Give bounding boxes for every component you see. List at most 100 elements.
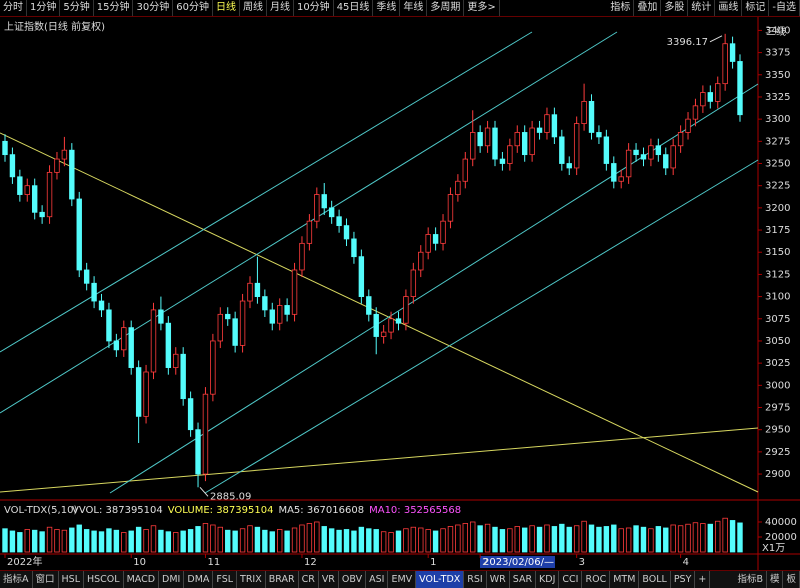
indicator-tab[interactable]: VOL-TDX (416, 571, 465, 588)
indicator-tab[interactable]: 指标A (0, 571, 33, 588)
indicator-tabs: 指标A 窗口 HSL HSCOL MACD DMI DMA FSL TRIX BRAR CR VR OB… (0, 570, 800, 588)
candle-body (455, 180, 461, 195)
candle-body (559, 136, 565, 164)
indicator-tab[interactable]: TRIX (237, 571, 266, 588)
candle-body (269, 309, 275, 324)
period-button[interactable]: 日线 (213, 0, 240, 16)
indicator-tab[interactable]: SAR (510, 571, 537, 588)
period-button[interactable]: 1分钟 (27, 0, 61, 16)
period-button[interactable]: 15分钟 (94, 0, 134, 16)
candle-body (239, 300, 246, 346)
indicator-tab[interactable]: DMA (184, 571, 214, 588)
volume-bar (440, 528, 446, 553)
candle-body (388, 318, 394, 333)
period-button[interactable]: 10分钟 (294, 0, 334, 16)
candle-body (477, 132, 483, 147)
period-button[interactable]: 季线 (373, 0, 401, 16)
indicator-tab[interactable]: EMV (388, 571, 417, 588)
volume-bar (418, 527, 424, 553)
candle-body (633, 149, 639, 156)
indicator-tab[interactable]: ROC (582, 571, 611, 588)
volume-unit: X1万 (762, 543, 785, 554)
candle-body (121, 327, 127, 351)
candle-body (507, 145, 513, 164)
volume-bar (239, 528, 246, 553)
period-button[interactable]: 月线 (267, 0, 294, 16)
indicator-tab[interactable]: + (695, 571, 711, 588)
tool-button[interactable]: 统计 (688, 0, 716, 16)
y-tick-label: 3150 (765, 247, 790, 258)
volume-bar (470, 521, 476, 553)
indicator-tab[interactable]: 窗口 (33, 571, 59, 588)
indicator-tab[interactable]: ASI (366, 571, 389, 588)
candle-body (521, 132, 528, 156)
tool-button[interactable]: -自选 (769, 0, 800, 16)
volume-bar (276, 529, 283, 553)
trendline (204, 159, 759, 494)
indicator-tab[interactable]: MACD (124, 571, 160, 588)
tool-button[interactable]: 画线 (715, 0, 743, 16)
candle-body (425, 234, 431, 253)
candle-body (655, 145, 662, 156)
indicator-tab[interactable]: BRAR (266, 571, 299, 588)
indicator-tab[interactable]: CR (299, 571, 319, 588)
indicator-tab[interactable]: RSI (464, 571, 487, 588)
volume-bar (581, 520, 587, 553)
volume-bar (262, 529, 268, 553)
period-button[interactable]: 45日线 (334, 0, 374, 16)
indicator-tab[interactable]: DMI (159, 571, 185, 588)
volume-bar (306, 523, 313, 553)
tool-button[interactable]: 叠加 (634, 0, 662, 16)
candle-body (24, 185, 30, 195)
tool-button[interactable]: 标记 (742, 0, 770, 16)
volume-bar (529, 525, 535, 553)
indicator-tab[interactable]: HSCOL (84, 571, 124, 588)
period-button[interactable]: 60分钟 (173, 0, 213, 16)
candle-body (536, 127, 543, 133)
side-label[interactable]: 三线 (766, 25, 786, 38)
y-tick-label: 20000 (765, 532, 797, 543)
indicator-tab[interactable]: MTM (610, 571, 640, 588)
indicator-tab[interactable]: OBV (339, 571, 367, 588)
indicator-tab[interactable]: CCI (559, 571, 583, 588)
y-tick-label: 3300 (765, 114, 790, 125)
candle-body (232, 318, 238, 346)
candle-body (514, 132, 520, 147)
volume-bar (291, 527, 298, 553)
volume-bar (202, 523, 209, 553)
candle-body (31, 185, 38, 213)
period-button[interactable]: 5分钟 (60, 0, 94, 16)
indicator-tab[interactable]: VR (319, 571, 339, 588)
period-button[interactable]: 分时 (0, 0, 27, 16)
indicator-tab[interactable]: KDJ (536, 571, 560, 588)
volume-bar (492, 526, 498, 553)
period-button[interactable]: 30分钟 (133, 0, 174, 16)
volume-bar (633, 525, 639, 553)
indicator-tab[interactable]: FSL (213, 571, 238, 588)
template-tab[interactable]: 板 (783, 571, 800, 588)
candle-body (314, 194, 320, 222)
volume-bar (165, 531, 172, 553)
indicator-tab[interactable]: HSL (59, 571, 84, 588)
candle-body (306, 220, 313, 244)
volume-bar (373, 529, 379, 553)
volume-bar (663, 527, 669, 553)
tool-button[interactable]: 指标 (607, 0, 635, 16)
candle-body (418, 251, 424, 271)
volume-bar (722, 517, 728, 553)
period-button[interactable]: 周线 (240, 0, 267, 16)
template-tab[interactable]: 指标B (734, 571, 767, 588)
indicator-tab[interactable]: PSY (671, 571, 696, 588)
period-button[interactable]: 更多> (464, 0, 500, 16)
tool-button[interactable]: 多股 (661, 0, 689, 16)
period-button[interactable]: 多周期 (427, 0, 465, 16)
template-tab[interactable]: 模 (767, 571, 784, 588)
candle-body (61, 149, 68, 160)
candle-body (625, 149, 632, 178)
candle-body (202, 393, 209, 475)
indicator-tab[interactable]: BOLL (639, 571, 671, 588)
period-button[interactable]: 年线 (400, 0, 428, 16)
candle-body (46, 171, 53, 218)
indicator-tab[interactable]: WR (487, 571, 510, 588)
trendline (0, 427, 759, 493)
